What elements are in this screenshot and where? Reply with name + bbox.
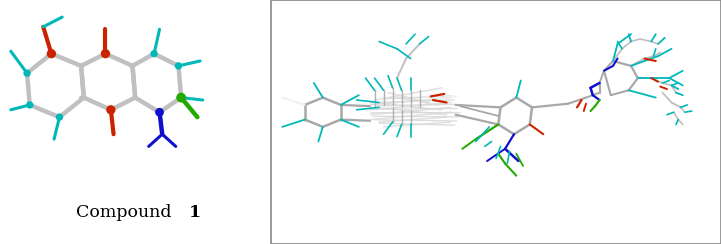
Point	[54, 115, 65, 119]
Text: 1: 1	[189, 204, 201, 221]
Point	[45, 52, 57, 56]
Text: Compound: Compound	[76, 204, 177, 221]
Point	[173, 64, 185, 68]
Point	[149, 52, 160, 56]
Point	[99, 52, 111, 56]
Point	[105, 108, 117, 112]
Point	[22, 71, 33, 75]
Point	[154, 110, 165, 114]
Point	[24, 103, 35, 107]
Point	[175, 96, 187, 100]
